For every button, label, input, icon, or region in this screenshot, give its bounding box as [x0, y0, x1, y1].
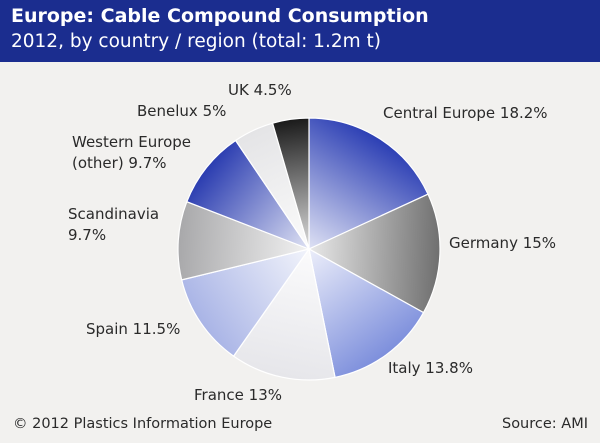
- chart-title: Europe: Cable Compound Consumption: [11, 5, 429, 27]
- slice-label-scandinavia: Scandinavia 9.7%: [68, 205, 159, 244]
- slice-label-uk: UK 4.5%: [228, 81, 292, 99]
- pie-slice-germany: [307, 193, 441, 314]
- slice-label-western-europe-other: Western Europe (other) 9.7%: [72, 133, 191, 172]
- pie-slice-uk: [271, 117, 310, 250]
- slice-label-france: France 13%: [194, 386, 282, 404]
- pie-chart: Central Europe 18.2% Germany 15% Italy 13.…: [68, 81, 556, 404]
- pie-slice-spain: [180, 248, 311, 357]
- copyright-note: © 2012 Plastics Information Europe: [13, 416, 273, 432]
- slice-label-benelux: Benelux 5%: [137, 102, 226, 120]
- pie-slice-western-europe-other: [186, 139, 311, 251]
- slice-label-italy: Italy 13.8%: [388, 359, 473, 377]
- chart-subtitle: 2012, by country / region (total: 1.2m t…: [11, 31, 381, 52]
- slice-label-germany: Germany 15%: [449, 234, 556, 252]
- pie-chart-area: Central Europe 18.2% Germany 15% Italy 13.…: [0, 62, 600, 443]
- chart-header: Europe: Cable Compound Consumption 2012,…: [0, 0, 600, 62]
- pie-slice-france: [232, 247, 336, 381]
- slice-label-central-europe: Central Europe 18.2%: [383, 104, 548, 122]
- pie-slice-scandinavia: [177, 200, 312, 281]
- pie-slice-central-europe: [308, 117, 429, 250]
- source-note: Source: AMI: [501, 416, 588, 432]
- pie-slice-italy: [308, 247, 425, 379]
- slice-label-spain: Spain 11.5%: [86, 320, 180, 338]
